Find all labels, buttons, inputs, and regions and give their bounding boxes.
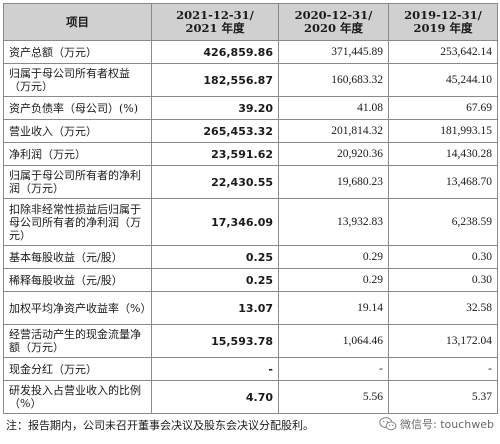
value-2020: 13,932.83: [278, 198, 389, 246]
row-label: 现金分红（万元）: [3, 357, 152, 381]
table-footnote: 注：报告期内，公司未召开董事会决议及股东会决议分配股利。: [6, 419, 314, 432]
value-2019: 67.69: [388, 96, 498, 120]
value-2020: 5.56: [278, 380, 389, 414]
table-row: 资产总额（万元） 426,859.86 371,445.89 253,642.1…: [3, 40, 498, 64]
row-label: 资产负债率（母公司）(%): [3, 96, 152, 120]
value-2020: 1,064.46: [278, 324, 389, 358]
value-2020: 41.08: [278, 96, 389, 120]
value-2021: 23,591.62: [151, 142, 279, 166]
value-2020: 0.29: [278, 268, 389, 292]
value-2019: 181,993.15: [388, 119, 498, 143]
table-row: 研发投入占营业收入的比例（%） 4.70 5.56 5.37: [3, 380, 498, 414]
header-item: 项目: [3, 3, 152, 41]
row-label: 归属于母公司所有者权益（万元）: [3, 63, 152, 97]
value-2020: 19.14: [278, 291, 389, 325]
row-label: 研发投入占营业收入的比例（%）: [3, 380, 152, 414]
header-2021-year: 2021 年度: [185, 21, 245, 35]
value-2021: 182,556.87: [151, 63, 279, 97]
table-header: 项目 2021-12-31/ 2021 年度 2020-12-31/ 2020 …: [3, 3, 498, 41]
value-2021: 22,430.55: [151, 165, 279, 199]
value-2020: 19,680.23: [278, 165, 389, 199]
table-row: 资产负债率（母公司）(%) 39.20 41.08 67.69: [3, 96, 498, 120]
table-row: 营业收入（万元） 265,453.32 201,814.32 181,993.1…: [3, 119, 498, 143]
value-2019: 6,238.59: [388, 198, 498, 246]
value-2019: 0.30: [388, 245, 498, 269]
value-2019: 0.30: [388, 268, 498, 292]
table-row: 归属于母公司所有者的净利润（万元） 22,430.55 19,680.23 13…: [3, 165, 498, 199]
value-2019: 253,642.14: [388, 40, 498, 64]
table-body: 资产总额（万元） 426,859.86 371,445.89 253,642.1…: [3, 40, 498, 414]
value-2020: 160,683.32: [278, 63, 389, 97]
value-2021: 15,593.78: [151, 324, 279, 358]
header-2020-date: 2020-12-31/: [294, 8, 373, 22]
wechat-icon: [379, 417, 397, 431]
value-2021: 13.07: [151, 291, 279, 325]
value-2019: 45,244.10: [388, 63, 498, 97]
value-2020: -: [278, 357, 389, 381]
value-2019: 13,172.04: [388, 324, 498, 358]
value-2021: 17,346.09: [151, 198, 279, 246]
header-2021: 2021-12-31/ 2021 年度: [151, 3, 279, 41]
row-label: 资产总额（万元）: [3, 40, 152, 64]
value-2020: 371,445.89: [278, 40, 389, 64]
value-2021: 426,859.86: [151, 40, 279, 64]
value-2020: 0.29: [278, 245, 389, 269]
row-label: 加权平均净资产收益率（%）: [3, 291, 152, 325]
header-2020: 2020-12-31/ 2020 年度: [278, 3, 389, 41]
table-row: 经营活动产生的现金流量净额（万元） 15,593.78 1,064.46 13,…: [3, 324, 498, 358]
value-2020: 201,814.32: [278, 119, 389, 143]
row-label: 经营活动产生的现金流量净额（万元）: [3, 324, 152, 358]
value-2021: 265,453.32: [151, 119, 279, 143]
value-2021: -: [151, 357, 279, 381]
table-row: 基本每股收益（元/股） 0.25 0.29 0.30: [3, 245, 498, 269]
value-2021: 4.70: [151, 380, 279, 414]
table-row: 稀释每股收益（元/股） 0.25 0.29 0.30: [3, 268, 498, 292]
table-row: 净利润（万元） 23,591.62 20,920.36 14,430.28: [3, 142, 498, 166]
row-label: 稀释每股收益（元/股）: [3, 268, 152, 292]
table-row: 扣除非经常性损益后归属于母公司所有者的净利润（万元） 17,346.09 13,…: [3, 198, 498, 246]
header-2019-year: 2019 年度: [413, 21, 473, 35]
header-2019: 2019-12-31/ 2019 年度: [388, 3, 498, 41]
watermark: 微信号: touchweb: [377, 415, 496, 433]
table-row: 现金分红（万元） - - -: [3, 357, 498, 381]
value-2019: -: [388, 357, 498, 381]
financial-table: 项目 2021-12-31/ 2021 年度 2020-12-31/ 2020 …: [3, 3, 498, 414]
row-label: 归属于母公司所有者的净利润（万元）: [3, 165, 152, 199]
table-row: 加权平均净资产收益率（%） 13.07 19.14 32.58: [3, 291, 498, 325]
header-2020-year: 2020 年度: [303, 21, 363, 35]
value-2019: 13,468.70: [388, 165, 498, 199]
table-row: 归属于母公司所有者权益（万元） 182,556.87 160,683.32 45…: [3, 63, 498, 97]
row-label: 营业收入（万元）: [3, 119, 152, 143]
header-2021-date: 2021-12-31/: [176, 8, 254, 22]
value-2019: 5.37: [388, 380, 498, 414]
row-label: 扣除非经常性损益后归属于母公司所有者的净利润（万元）: [3, 198, 152, 246]
header-2019-date: 2019-12-31/: [404, 8, 482, 22]
row-label: 净利润（万元）: [3, 142, 152, 166]
value-2021: 39.20: [151, 96, 279, 120]
financial-table-container: 项目 2021-12-31/ 2021 年度 2020-12-31/ 2020 …: [3, 3, 498, 414]
value-2021: 0.25: [151, 245, 279, 269]
value-2021: 0.25: [151, 268, 279, 292]
row-label: 基本每股收益（元/股）: [3, 245, 152, 269]
value-2020: 20,920.36: [278, 142, 389, 166]
watermark-text: 微信号: touchweb: [400, 418, 494, 431]
value-2019: 14,430.28: [388, 142, 498, 166]
header-row: 项目 2021-12-31/ 2021 年度 2020-12-31/ 2020 …: [3, 3, 498, 41]
value-2019: 32.58: [388, 291, 498, 325]
